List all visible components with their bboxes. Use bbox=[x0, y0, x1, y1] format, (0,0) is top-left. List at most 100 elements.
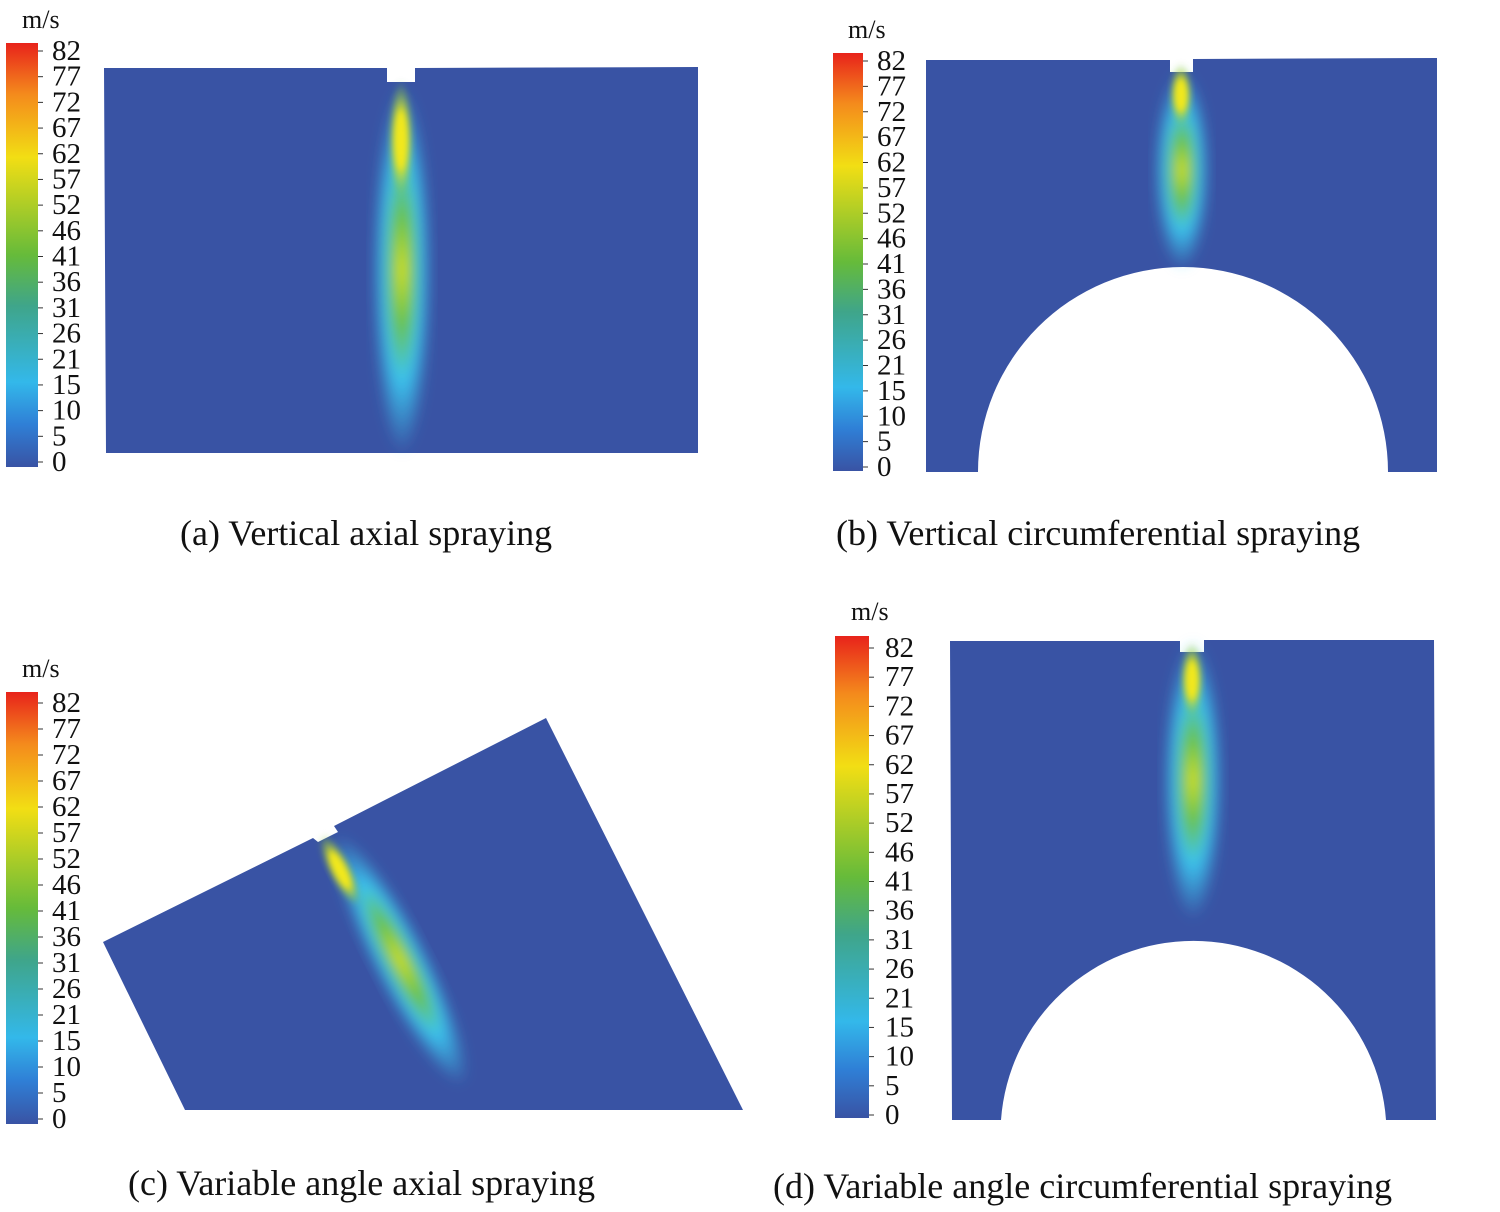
colorbar-tick-label: 10 bbox=[52, 395, 81, 427]
colorbar-unit: m/s bbox=[848, 15, 886, 44]
colorbar-tick-label: 67 bbox=[877, 121, 906, 153]
colorbar-tick-label: 72 bbox=[877, 96, 906, 128]
colorbar-tick-label: 62 bbox=[885, 749, 914, 781]
colorbar-gradient bbox=[835, 636, 869, 1118]
colorbar-tick-label: 62 bbox=[877, 147, 906, 179]
colorbar-tick-label: 15 bbox=[885, 1011, 914, 1043]
colorbar-tick-label: 21 bbox=[52, 999, 81, 1031]
colorbar-tick-label: 77 bbox=[52, 713, 81, 745]
colorbar-tick-label: 82 bbox=[52, 687, 81, 719]
jet-d bbox=[1163, 640, 1223, 920]
colorbar-tick-label: 46 bbox=[52, 869, 81, 901]
colorbar-tick-label: 10 bbox=[885, 1041, 914, 1073]
colorbar-tick-label: 82 bbox=[877, 45, 906, 77]
colorbar-tick-label: 72 bbox=[885, 690, 914, 722]
colorbar-tick-label: 52 bbox=[885, 807, 914, 839]
colorbar-tick-label: 21 bbox=[52, 343, 81, 375]
colorbar-unit: m/s bbox=[22, 654, 60, 683]
colorbar-tick-label: 0 bbox=[877, 451, 892, 483]
colorbar-tick-label: 57 bbox=[52, 163, 81, 195]
colorbar-tick-label: 41 bbox=[885, 866, 914, 898]
colorbar-tick-label: 15 bbox=[52, 1025, 81, 1057]
colorbar-tick-label: 46 bbox=[52, 215, 81, 247]
colorbar-tick-label: 36 bbox=[52, 266, 81, 298]
colorbar-tick-label: 26 bbox=[52, 973, 81, 1005]
colorbar-tick-label: 67 bbox=[52, 765, 81, 797]
colorbar-tick-label: 5 bbox=[52, 1077, 67, 1109]
colorbar-tick-label: 5 bbox=[877, 426, 892, 458]
colorbar-tick-label: 67 bbox=[52, 112, 81, 144]
colorbar-gradient bbox=[833, 53, 863, 471]
caption-a: (a) Vertical axial spraying bbox=[180, 513, 552, 553]
colorbar-tick-label: 62 bbox=[52, 791, 81, 823]
colorbar-tick-label: 21 bbox=[877, 350, 906, 382]
colorbar-tick-label: 10 bbox=[52, 1051, 81, 1083]
colorbar-tick-label: 57 bbox=[885, 778, 914, 810]
colorbar-tick-label: 72 bbox=[52, 739, 81, 771]
colorbar-tick-label: 31 bbox=[52, 292, 81, 324]
colorbar-tick-label: 0 bbox=[52, 446, 67, 478]
colorbar-tick-label: 67 bbox=[885, 720, 914, 752]
colorbar-tick-label: 77 bbox=[877, 70, 906, 102]
jet-core bbox=[318, 833, 362, 907]
colorbar-tick-label: 36 bbox=[52, 921, 81, 953]
colorbar-tick-label: 26 bbox=[885, 953, 914, 985]
colorbar-unit: m/s bbox=[22, 5, 60, 34]
colorbar-gradient bbox=[6, 692, 38, 1124]
colorbar-tick-label: 5 bbox=[52, 420, 67, 452]
jet-a bbox=[372, 80, 432, 455]
colorbar-tick-label: 31 bbox=[877, 299, 906, 331]
jet-plume bbox=[372, 85, 432, 455]
colorbar-tick-label: 52 bbox=[52, 189, 81, 221]
jet-plume bbox=[1154, 70, 1210, 270]
jet-core bbox=[388, 80, 414, 200]
colorbar-tick-label: 52 bbox=[877, 197, 906, 229]
colorbar-tick-label: 5 bbox=[885, 1070, 900, 1102]
flow-domain-c bbox=[103, 718, 743, 1110]
jet-c bbox=[318, 833, 469, 1086]
colorbar-tick-label: 31 bbox=[885, 924, 914, 956]
jet-core bbox=[1169, 63, 1193, 127]
jet-plume bbox=[1163, 640, 1223, 920]
colorbar-tick-label: 62 bbox=[52, 138, 81, 170]
colorbar-tick-label: 77 bbox=[885, 661, 914, 693]
colorbar-tick-label: 36 bbox=[877, 273, 906, 305]
colorbar-tick-label: 36 bbox=[885, 895, 914, 927]
colorbar-gradient bbox=[6, 43, 38, 467]
colorbar-tick-label: 0 bbox=[52, 1103, 67, 1135]
colorbar-tick-label: 41 bbox=[52, 241, 81, 273]
colorbar-tick-label: 52 bbox=[52, 843, 81, 875]
caption-b: (b) Vertical circumferential spraying bbox=[836, 513, 1360, 553]
colorbar-tick-label: 26 bbox=[52, 318, 81, 350]
jet-plume bbox=[331, 834, 469, 1086]
colorbar-tick-label: 41 bbox=[52, 895, 81, 927]
jet-core bbox=[1180, 642, 1204, 718]
colorbar-tick-label: 46 bbox=[877, 223, 906, 255]
colorbar-tick-label: 46 bbox=[885, 836, 914, 868]
colorbar-tick-label: 31 bbox=[52, 947, 81, 979]
colorbar-tick-label: 15 bbox=[877, 375, 906, 407]
colorbar-tick-label: 57 bbox=[877, 172, 906, 204]
colorbar-tick-label: 41 bbox=[877, 248, 906, 280]
colorbar-tick-label: 72 bbox=[52, 86, 81, 118]
colorbar-tick-label: 10 bbox=[877, 400, 906, 432]
caption-c: (c) Variable angle axial spraying bbox=[128, 1163, 595, 1203]
jet-b bbox=[1154, 63, 1210, 270]
colorbar-tick-label: 57 bbox=[52, 817, 81, 849]
colorbar-tick-label: 15 bbox=[52, 369, 81, 401]
colorbar-tick-label: 21 bbox=[885, 982, 914, 1014]
colorbar-unit: m/s bbox=[851, 597, 889, 626]
colorbar-tick-label: 0 bbox=[885, 1099, 900, 1131]
colorbar-tick-label: 82 bbox=[885, 632, 914, 664]
caption-d: (d) Variable angle circumferential spray… bbox=[773, 1166, 1392, 1206]
colorbar-tick-label: 82 bbox=[52, 35, 81, 67]
